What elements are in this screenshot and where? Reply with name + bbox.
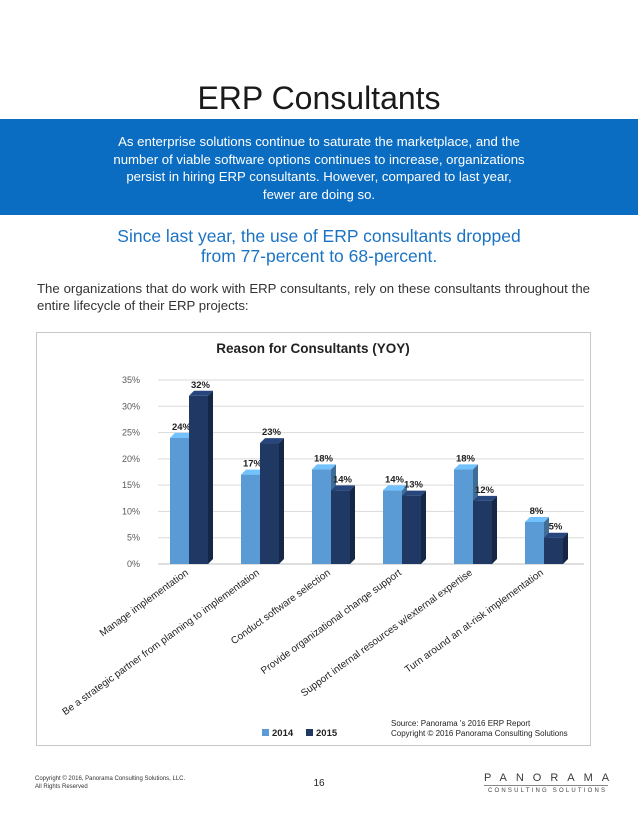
bar-top: [241, 469, 265, 475]
bar-side: [421, 490, 426, 564]
page-number: 16: [313, 778, 325, 789]
data-label: 14%: [385, 474, 405, 485]
legend-swatch-2014: [262, 729, 269, 736]
y-tick-label: 20%: [122, 454, 140, 464]
bar-2015: [544, 537, 563, 564]
bar-top: [525, 516, 549, 522]
bar-top: [260, 438, 284, 444]
data-label: 32%: [191, 380, 211, 391]
bar-top: [454, 464, 478, 470]
data-label: 8%: [530, 506, 544, 517]
y-tick-label: 15%: [122, 480, 140, 490]
x-category-label: Turn around an at-risk implementation: [403, 568, 546, 676]
bar-2014: [312, 469, 331, 564]
data-label: 5%: [549, 522, 563, 533]
bar-side: [208, 390, 213, 564]
bar-2014: [241, 474, 260, 564]
y-tick-label: 5%: [127, 533, 140, 543]
bar-top: [544, 532, 568, 538]
panorama-logo: PANORAMA CONSULTING SOLUTIONS: [480, 772, 610, 798]
highlight-subheading: Since last year, the use of ERP consulta…: [60, 226, 578, 266]
data-label: 18%: [314, 453, 334, 464]
legend-label: 2015: [316, 728, 338, 739]
bar-top: [473, 495, 497, 501]
bar-2015: [189, 395, 208, 564]
bar-2014: [383, 490, 402, 564]
bar-side: [279, 438, 284, 564]
bar-side: [350, 485, 355, 564]
legend-label: 2014: [272, 728, 294, 739]
bar-side: [492, 495, 497, 564]
data-label: 12%: [475, 485, 495, 496]
logo-tagline: CONSULTING SOLUTIONS: [488, 788, 608, 794]
source-note: Source: Panorama 's 2016 ERP Report: [391, 719, 531, 728]
subhead-line: Since last year, the use of ERP consulta…: [117, 226, 521, 246]
bar-2014: [170, 437, 189, 564]
bar-top: [189, 390, 213, 396]
bar-top: [331, 485, 355, 491]
banner-line: As enterprise solutions continue to satu…: [118, 134, 520, 149]
bar-2015: [331, 490, 350, 564]
y-tick-label: 35%: [122, 375, 140, 385]
banner-line: persist in hiring ERP consultants. Howev…: [126, 169, 512, 184]
data-label: 18%: [456, 453, 476, 464]
page-title: ERP Consultants: [197, 80, 441, 116]
bar-side: [563, 532, 568, 564]
body-paragraph: The organizations that do work with ERP …: [37, 281, 590, 313]
data-label: 24%: [172, 422, 192, 433]
y-tick-label: 0%: [127, 559, 140, 569]
y-tick-label: 10%: [122, 506, 140, 516]
bar-top: [402, 490, 426, 496]
subhead-line: from 77-percent to 68-percent.: [200, 246, 438, 266]
intro-banner: [0, 119, 638, 215]
bar-top: [170, 432, 194, 438]
data-label: 23%: [262, 427, 282, 438]
footer-copyright: Copyright © 2016, Panorama Consulting So…: [35, 775, 185, 791]
intro-banner-text: As enterprise solutions continue to satu…: [70, 133, 568, 203]
bar-2014: [454, 469, 473, 564]
legend-swatch-2015: [306, 729, 313, 736]
logo-wordmark: PANORAMA: [484, 772, 619, 784]
bar-top: [312, 464, 336, 470]
banner-line: fewer are doing so.: [262, 186, 376, 202]
data-label: 13%: [404, 480, 424, 491]
banner-line: number of viable software options contin…: [113, 151, 525, 167]
bar-2014: [525, 521, 544, 564]
bar-2015: [402, 495, 421, 564]
source-note: Copyright © 2016 Panorama Consulting Sol…: [391, 729, 568, 738]
copyright-line: Copyright © 2016, Panorama Consulting So…: [35, 776, 186, 782]
data-label: 17%: [243, 459, 263, 470]
chart-title: Reason for Consultants (YOY): [216, 341, 410, 356]
bar-chart: Reason for Consultants (YOY) 0% 5% 10% 15% 20…: [61, 341, 584, 739]
data-label: 14%: [333, 474, 353, 485]
bar-2015: [473, 500, 492, 564]
y-tick-label: 25%: [122, 428, 140, 438]
bar-2015: [260, 443, 279, 564]
logo-divider: [484, 785, 608, 786]
bar-top: [383, 485, 407, 491]
y-tick-label: 30%: [122, 401, 140, 411]
copyright-line: All Rights Reserved: [35, 784, 88, 790]
x-category-label: Provide organizational change support: [259, 567, 404, 676]
